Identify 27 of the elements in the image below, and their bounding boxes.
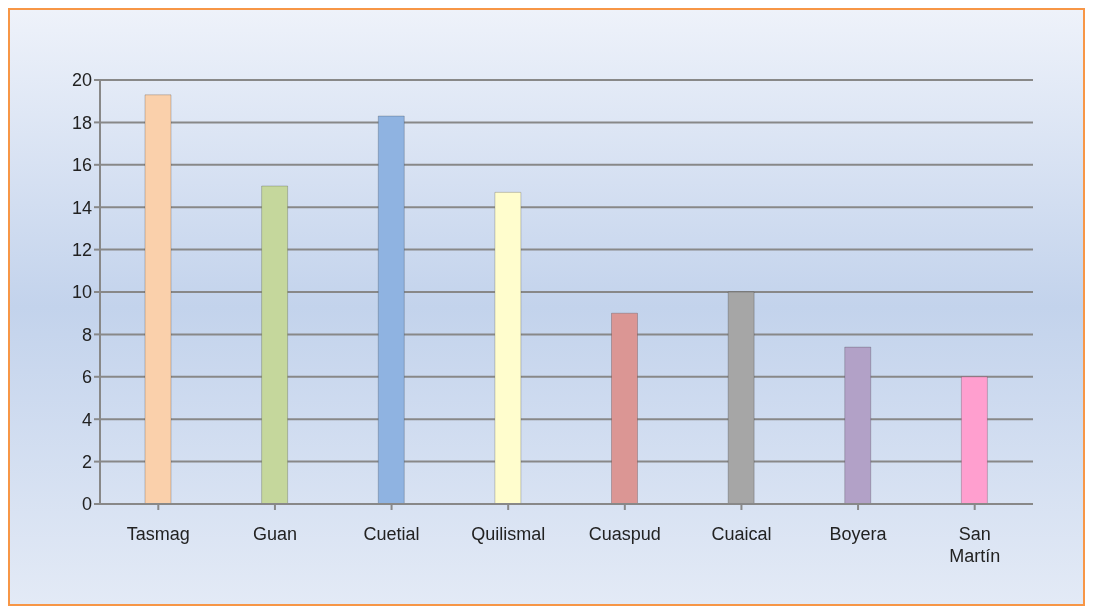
bar (844, 346, 872, 504)
bar (377, 115, 405, 504)
y-tick-label: 0 (81, 494, 92, 515)
y-tick-label: 18 (71, 112, 92, 133)
y-tick-label: 6 (81, 367, 92, 388)
x-tick-label: Guan (252, 524, 297, 544)
y-tick-label: 20 (71, 70, 92, 91)
x-tick-label: Tasmag (126, 524, 190, 544)
x-tick-label: Cuaspud (588, 524, 661, 544)
bar (144, 94, 172, 504)
x-tick-label: Boyera (829, 524, 888, 544)
x-tick-label: Quilismal (471, 524, 546, 544)
y-tick-label: 4 (81, 409, 92, 430)
bar (727, 291, 755, 504)
x-tick-label: Cuaical (711, 524, 772, 544)
bar (261, 185, 289, 504)
bar (494, 191, 522, 504)
y-tick-label: 2 (81, 451, 92, 472)
y-tick-label: 10 (71, 282, 92, 303)
y-tick-label: 14 (71, 197, 92, 218)
y-tick-label: 8 (81, 324, 92, 345)
bar (611, 312, 638, 504)
x-tick-label: Cuetial (363, 524, 420, 544)
y-tick-label: 12 (71, 239, 92, 260)
y-tick-label: 16 (71, 155, 92, 176)
bar (960, 376, 988, 504)
x-tick-label: San Martín (949, 524, 1001, 566)
